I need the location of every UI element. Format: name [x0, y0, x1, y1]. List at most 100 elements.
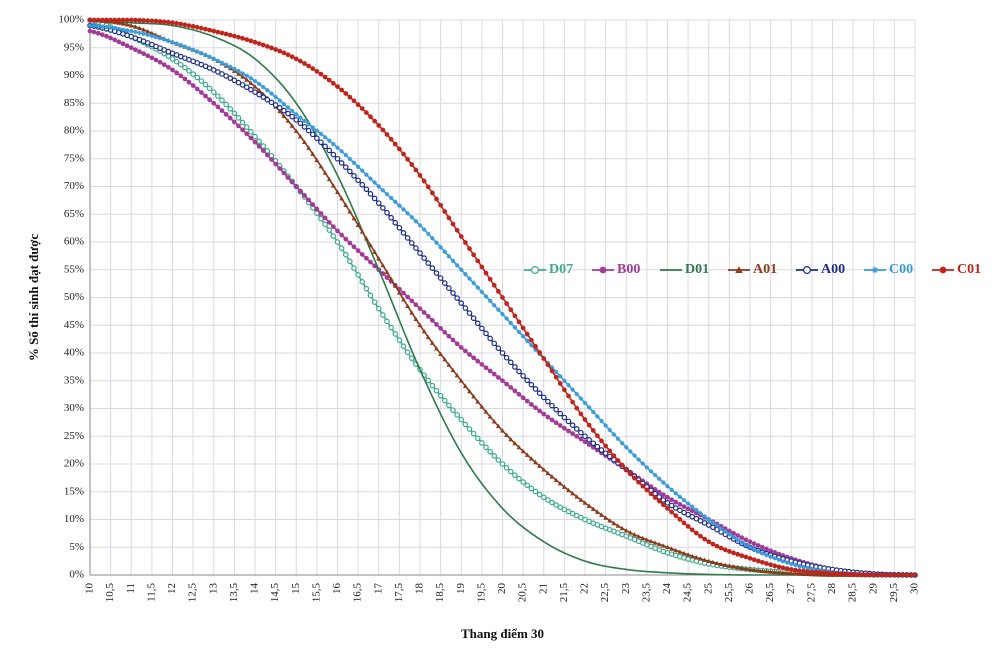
data-point	[405, 303, 411, 309]
data-point	[739, 565, 745, 571]
data-point	[500, 295, 505, 300]
data-point	[537, 350, 542, 355]
data-point	[326, 227, 333, 233]
data-point	[813, 567, 819, 572]
data-point	[330, 151, 337, 158]
data-point	[355, 102, 361, 108]
data-point	[269, 157, 274, 162]
axes: 10 10,5 11 11,5 12 12,5 13 13,5 14 14,5 15 15,5 16 16…	[58, 14, 920, 603]
data-point	[240, 74, 246, 79]
data-point	[232, 33, 237, 39]
data-point	[512, 440, 518, 446]
data-point	[405, 294, 410, 300]
data-point	[532, 488, 539, 495]
data-point	[401, 290, 406, 296]
data-point	[408, 240, 415, 246]
data-point	[335, 228, 340, 234]
data-point	[244, 37, 250, 42]
data-point	[776, 557, 782, 563]
data-point	[702, 536, 707, 542]
data-point	[570, 399, 575, 405]
data-point	[496, 289, 501, 294]
data-point	[425, 334, 431, 340]
data-point	[359, 181, 366, 188]
data-point	[450, 221, 456, 227]
data-point	[95, 30, 101, 36]
data-point	[582, 500, 588, 505]
data-point	[562, 378, 567, 383]
data-point	[784, 560, 790, 565]
data-point	[747, 545, 753, 550]
data-point	[335, 145, 340, 150]
data-point	[784, 570, 790, 575]
data-point	[454, 295, 460, 301]
data-point	[499, 350, 506, 356]
data-point	[520, 395, 526, 401]
data-point	[438, 351, 444, 356]
data-point	[512, 388, 518, 394]
data-point	[495, 423, 501, 429]
data-point	[252, 84, 258, 89]
data-point	[541, 467, 547, 472]
data-point	[128, 45, 134, 51]
data-point	[632, 475, 637, 481]
legend-label: B00	[617, 262, 640, 277]
data-point	[846, 571, 852, 577]
y-tick-label: 50%	[64, 291, 84, 303]
data-point	[281, 107, 287, 114]
data-point	[751, 567, 757, 572]
x-tick-label: 12,5	[187, 583, 199, 603]
data-point	[133, 17, 138, 23]
data-point	[392, 219, 399, 226]
data-point	[883, 572, 889, 578]
data-point	[355, 164, 361, 169]
x-tick-label: 12	[166, 583, 178, 594]
data-point	[223, 31, 229, 37]
data-point	[470, 430, 477, 437]
data-point	[483, 365, 489, 371]
data-point	[318, 131, 324, 137]
data-point	[289, 123, 295, 128]
y-tick-label: 95%	[64, 41, 84, 53]
data-point	[186, 79, 192, 85]
data-point	[508, 385, 514, 390]
data-point	[500, 428, 505, 433]
data-point	[739, 535, 745, 540]
data-point	[627, 530, 633, 535]
data-point	[240, 36, 245, 41]
data-point	[310, 202, 316, 207]
data-point	[351, 160, 357, 165]
data-point	[867, 572, 872, 578]
data-point	[165, 53, 172, 59]
data-point	[364, 172, 369, 177]
data-point	[244, 131, 250, 137]
data-point	[281, 101, 287, 107]
data-point	[503, 354, 510, 361]
data-point	[260, 94, 267, 100]
data-point	[553, 477, 559, 483]
data-point	[739, 540, 744, 545]
data-point	[896, 572, 901, 578]
data-point	[479, 362, 485, 367]
data-point	[710, 541, 716, 547]
x-tick-label: 16,5	[352, 583, 364, 603]
y-tick-label: 25%	[64, 430, 84, 442]
y-tick-label: 10%	[64, 513, 84, 525]
data-point	[322, 170, 328, 175]
legend-label: C01	[957, 262, 981, 277]
x-tick-label: 23,5	[640, 583, 652, 603]
data-point	[760, 551, 765, 556]
data-point	[343, 202, 349, 207]
data-point	[141, 31, 146, 37]
data-point	[467, 276, 472, 281]
data-point	[706, 517, 711, 522]
data-point	[331, 80, 336, 86]
data-point	[685, 524, 691, 529]
data-point	[219, 97, 225, 104]
data-point	[875, 572, 881, 578]
data-point	[479, 264, 485, 270]
data-point	[669, 509, 674, 515]
data-point	[409, 310, 415, 315]
data-point	[178, 73, 184, 79]
data-point	[372, 180, 377, 185]
